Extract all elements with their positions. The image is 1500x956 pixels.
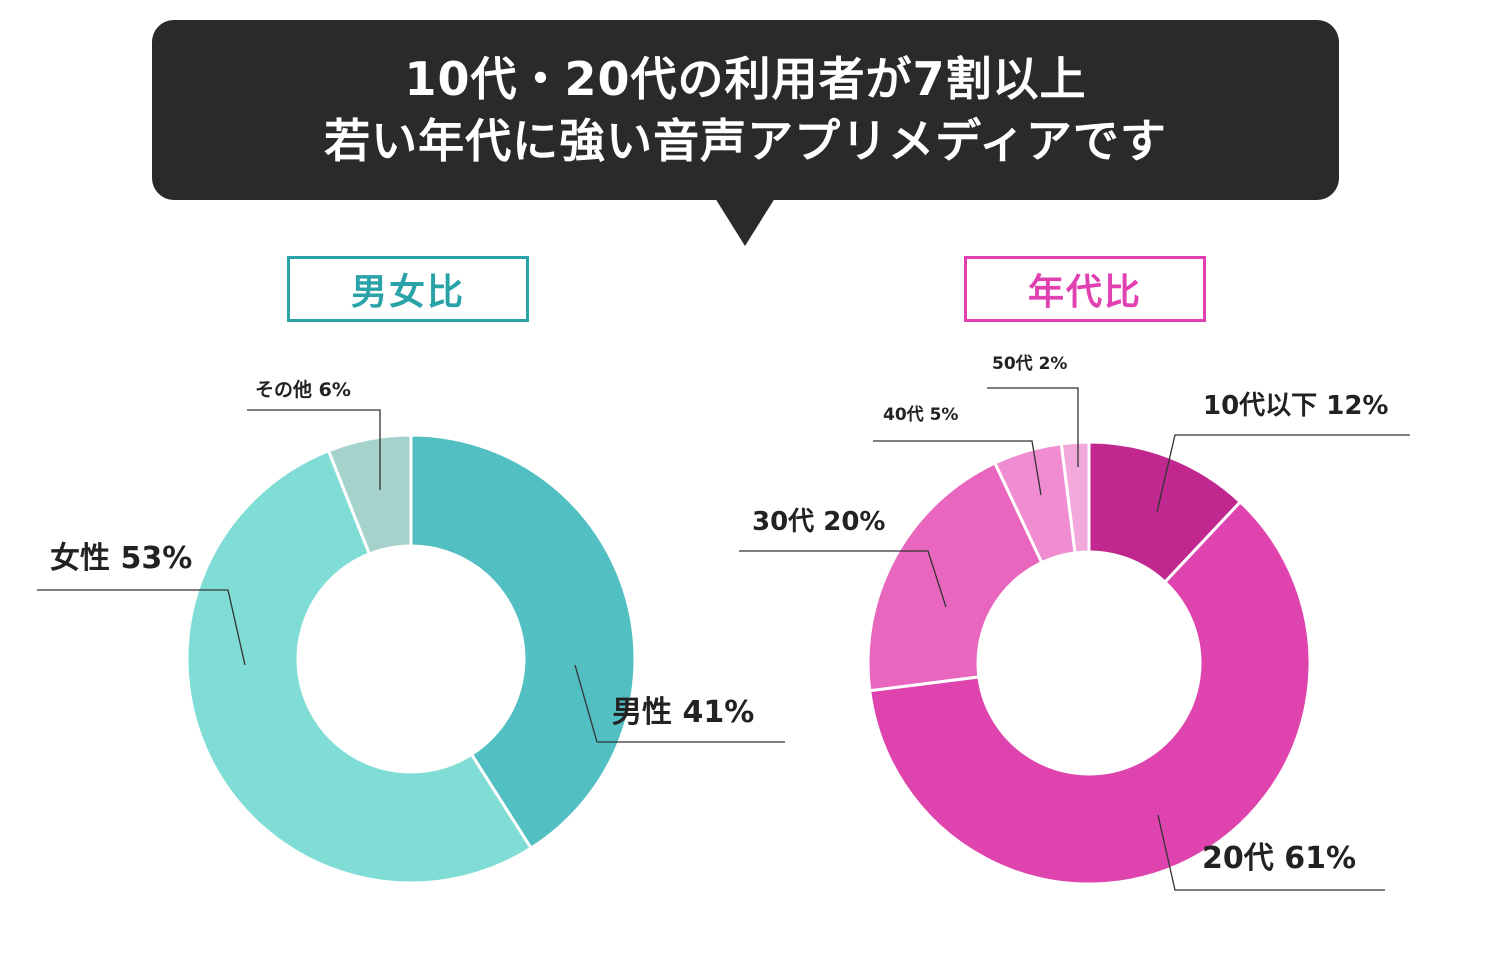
- age-leader-line-0: [1156, 434, 1410, 513]
- age-slice-1: [868, 499, 1312, 886]
- age-slice-4: [1059, 440, 1091, 555]
- gender-chart-title: 男女比: [287, 256, 529, 322]
- headline-line-2: 若い年代に強い音声アプリメディアです: [324, 114, 1167, 168]
- gender-slice-1: [185, 448, 534, 885]
- age-leader-line-4: [987, 387, 1079, 467]
- age-chart-title: 年代比: [964, 256, 1206, 322]
- age-leader-line-3: [873, 440, 1042, 496]
- age-label-4: 50代 2%: [992, 353, 1067, 374]
- age-label-1: 20代 61%: [1202, 841, 1356, 876]
- age-leader-line-1: [1157, 814, 1385, 891]
- age-label-0: 10代以下 12%: [1203, 391, 1388, 421]
- gender-slice-0: [409, 433, 637, 851]
- gender-leader-line-1: [37, 589, 246, 666]
- gender-label-2: その他 6%: [255, 378, 351, 401]
- gender-leader-line-0: [574, 664, 785, 743]
- gender-slice-2: [326, 433, 413, 556]
- age-label-2: 30代 20%: [752, 507, 885, 537]
- headline-banner: 10代・20代の利用者が7割以上 若い年代に強い音声アプリメディアです: [152, 20, 1339, 200]
- gender-label-1: 女性 53%: [50, 541, 192, 576]
- age-leader-line-2: [739, 550, 947, 608]
- gender-leader-line-2: [247, 409, 381, 490]
- banner-pointer: [715, 198, 775, 246]
- gender-label-0: 男性 41%: [612, 695, 754, 730]
- headline-line-1: 10代・20代の利用者が7割以上: [404, 52, 1087, 106]
- age-label-3: 40代 5%: [883, 404, 958, 425]
- age-slice-2: [866, 461, 1044, 693]
